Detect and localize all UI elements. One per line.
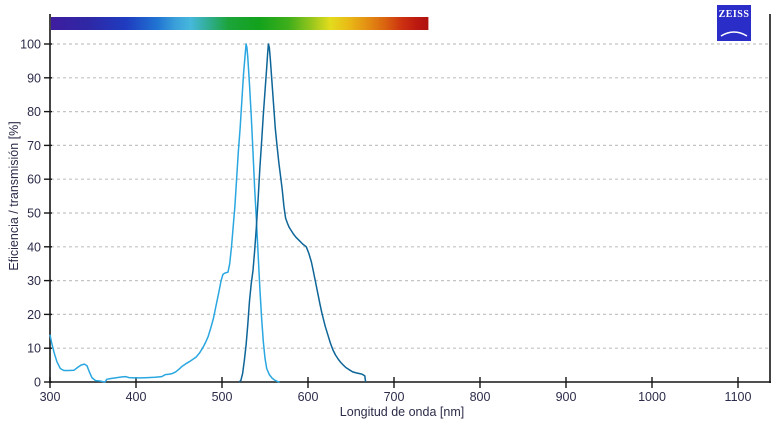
y-tick-label-60: 60 — [27, 173, 41, 187]
y-tick-label-100: 100 — [20, 38, 41, 52]
y-tick-label-0: 0 — [34, 376, 41, 390]
x-axis-title: Longitud de onda [nm] — [339, 405, 465, 419]
spectrum-color-bar — [51, 17, 429, 30]
y-tick-label-10: 10 — [27, 342, 41, 356]
y-tick-label-90: 90 — [27, 71, 41, 85]
x-tick-label-1000: 1000 — [638, 390, 666, 404]
emission-spectrum-curve — [238, 43, 367, 383]
zeiss-logo: ZEISS — [717, 5, 751, 41]
x-tick-label-1100: 1100 — [725, 390, 752, 404]
x-tick-label-300: 300 — [40, 390, 61, 404]
x-tick-label-700: 700 — [384, 390, 405, 404]
x-tick-label-900: 900 — [556, 390, 577, 404]
y-axis-title: Eficiencia / transmisión [%] — [7, 121, 21, 271]
x-tick-label-500: 500 — [212, 390, 233, 404]
y-tick-label-40: 40 — [27, 240, 41, 254]
lens-arc-icon — [720, 31, 748, 37]
excitation-spectrum-curve — [49, 43, 280, 383]
y-tick-label-30: 30 — [27, 274, 41, 288]
x-tick-label-800: 800 — [470, 390, 491, 404]
y-tick-label-50: 50 — [27, 207, 41, 221]
y-tick-label-20: 20 — [27, 308, 41, 322]
y-tick-label-70: 70 — [27, 139, 41, 153]
zeiss-logo-text: ZEISS — [718, 9, 750, 20]
x-tick-label-400: 400 — [126, 390, 147, 404]
x-tick-label-600: 600 — [298, 390, 319, 404]
y-tick-label-80: 80 — [27, 105, 41, 119]
